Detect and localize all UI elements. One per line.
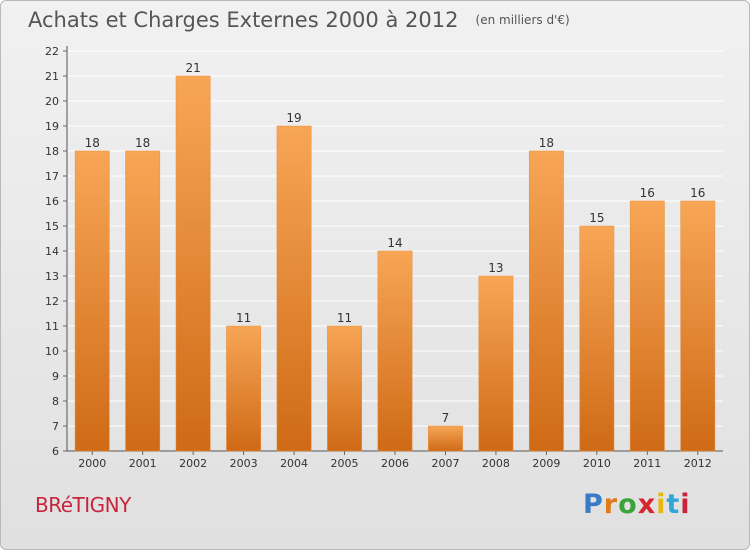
data-label: 18: [135, 136, 150, 150]
x-tick-label: 2009: [532, 457, 560, 470]
y-tick-label: 15: [45, 220, 59, 233]
x-tick-label: 2005: [331, 457, 359, 470]
bar: [276, 125, 312, 452]
y-tick-label: 10: [45, 345, 59, 358]
data-label: 16: [640, 186, 655, 200]
data-label: 21: [186, 61, 201, 75]
logo-letter: P: [583, 489, 604, 520]
data-label: 18: [539, 136, 554, 150]
unit-note: (en milliers d'€): [475, 13, 570, 27]
y-tick-label: 7: [52, 420, 59, 433]
x-tick-label: 2007: [431, 457, 459, 470]
location-label: BRéTIGNY: [35, 493, 131, 517]
bar: [478, 275, 514, 452]
bar: [175, 75, 211, 452]
y-tick-label: 16: [45, 195, 59, 208]
bars: [74, 75, 716, 452]
y-tick-label: 8: [52, 395, 59, 408]
y-tick-label: 22: [45, 45, 59, 58]
logo-letter: o: [618, 489, 638, 520]
y-tick-label: 18: [45, 145, 59, 158]
x-tick-label: 2004: [280, 457, 308, 470]
bar: [579, 225, 615, 452]
x-tick-label: 2000: [78, 457, 106, 470]
y-tick-label: 20: [45, 95, 59, 108]
bar: [680, 200, 716, 452]
y-tick-label: 11: [45, 320, 59, 333]
bar: [226, 325, 262, 452]
x-tick-label: 2011: [633, 457, 661, 470]
x-tick-label: 2012: [684, 457, 712, 470]
axes: 6 7 8 9 10 11 12 13 14 15 16 17 18 19 20 21 22 2000 2001 20…: [45, 45, 723, 470]
logo-letter: r: [603, 489, 619, 520]
bar: [327, 325, 362, 452]
data-label: 19: [286, 111, 301, 125]
y-tick-label: 12: [45, 295, 59, 308]
data-label: 13: [488, 261, 503, 275]
data-label: 11: [337, 311, 352, 325]
logo-letter: i: [656, 489, 667, 520]
logo-letter: t: [666, 489, 681, 520]
x-tick-label: 2010: [583, 457, 611, 470]
y-tick-label: 17: [45, 170, 59, 183]
title-text: Achats et Charges Externes 2000 à 2012: [28, 8, 459, 32]
data-label: 15: [589, 211, 604, 225]
bar: [377, 250, 413, 452]
x-tick-label: 2002: [179, 457, 207, 470]
chart-title: Achats et Charges Externes 2000 à 2012 (…: [28, 8, 570, 32]
x-tick-label: 2006: [381, 457, 409, 470]
y-tick-label: 19: [45, 120, 59, 133]
bar: [428, 425, 463, 452]
data-label: 7: [442, 411, 450, 425]
x-tick-label: 2001: [129, 457, 157, 470]
x-tick-label: 2003: [230, 457, 258, 470]
y-tick-label: 14: [45, 245, 59, 258]
x-tick-label: 2008: [482, 457, 510, 470]
bar: [125, 150, 161, 452]
data-label: 16: [690, 186, 705, 200]
data-label: 14: [387, 236, 402, 250]
bar: [629, 200, 665, 452]
logo-letter: i: [680, 489, 691, 520]
y-tick-label: 21: [45, 70, 59, 83]
logo-letter: x: [637, 489, 657, 520]
y-tick-label: 6: [52, 445, 59, 458]
proxiti-logo: Proxiti: [583, 489, 691, 520]
data-label: 11: [236, 311, 251, 325]
bar: [74, 150, 110, 452]
bar: [528, 150, 564, 452]
data-label: 18: [85, 136, 100, 150]
y-tick-label: 9: [52, 370, 59, 383]
data-labels: 18 18 21 11 19 11 14 7 13 18 15 16 16: [85, 61, 706, 425]
y-tick-label: 13: [45, 270, 59, 283]
